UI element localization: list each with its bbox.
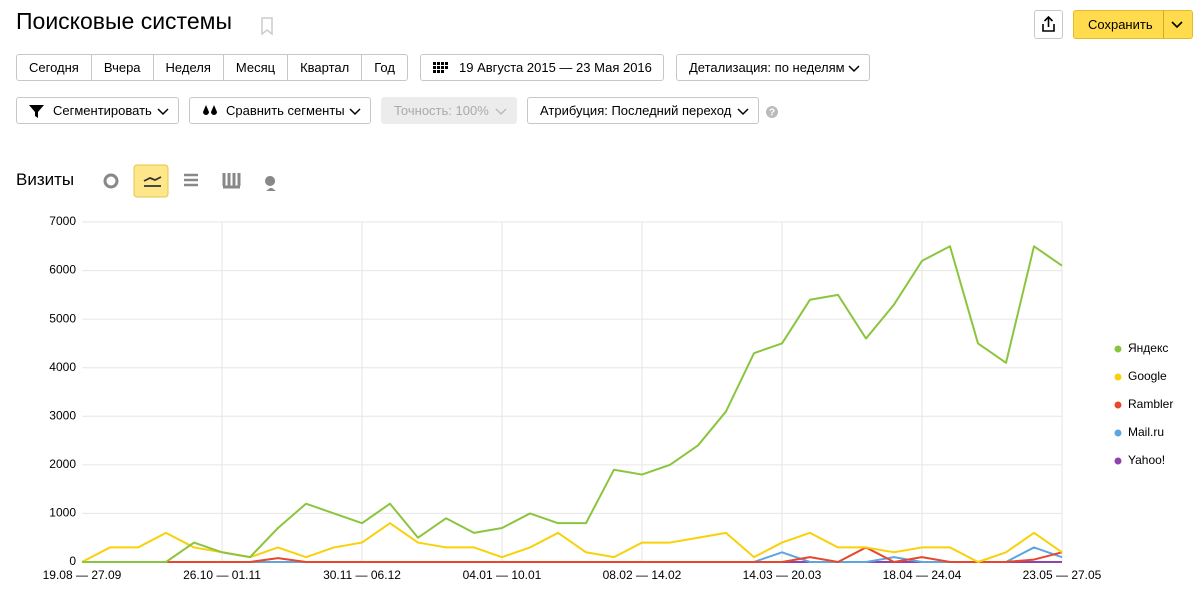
legend-marker [1114, 373, 1122, 381]
y-tick-label: 6000 [49, 263, 76, 277]
x-tick-label: 14.03 — 20.03 [743, 568, 822, 582]
map-icon[interactable] [265, 176, 276, 191]
bar-icon[interactable] [222, 173, 241, 189]
y-tick-label: 0 [69, 554, 76, 568]
help-icon[interactable]: ? [765, 105, 779, 119]
x-tick-label: 30.11 — 06.12 [323, 568, 401, 582]
y-tick-label: 2000 [49, 457, 76, 471]
accuracy-label: Точность: 100% [394, 103, 489, 118]
period-button[interactable]: Сегодня [17, 55, 92, 80]
page-title: Поисковые системы [16, 8, 232, 34]
legend-marker [1114, 457, 1122, 465]
save-button[interactable]: Сохранить [1073, 10, 1193, 39]
y-tick-label: 7000 [49, 214, 76, 228]
line-icon-active[interactable] [133, 164, 169, 198]
series-line [81, 522, 1063, 563]
attribution-label: Атрибуция: Последний переход [540, 103, 732, 118]
segment-button[interactable]: Сегментировать [16, 97, 179, 124]
bookmark-icon[interactable] [260, 16, 274, 36]
legend-label: Google [1128, 369, 1167, 383]
series-line [82, 245, 1063, 563]
x-tick-label: 04.01 — 10.01 [463, 568, 542, 582]
svg-text:?: ? [769, 108, 775, 119]
series-line [82, 546, 1063, 563]
date-range-button[interactable]: 19 Августа 2015 — 23 Мая 2016 [420, 54, 664, 81]
x-tick-label: 23.05 — 27.05 [1023, 568, 1102, 582]
legend-label: Rambler [1128, 397, 1173, 411]
area-icon[interactable] [184, 173, 198, 187]
period-button[interactable]: Неделя [154, 55, 224, 80]
legend-label: Яндекс [1128, 341, 1168, 355]
legend-label: Mail.ru [1128, 425, 1164, 439]
y-tick-label: 4000 [49, 360, 76, 374]
date-range: 19 Августа 2015 — 23 Мая 2016 [459, 60, 652, 75]
x-tick-label: 18.04 — 24.04 [883, 568, 962, 582]
save-label: Сохранить [1088, 17, 1153, 32]
chart-type-switcher [103, 164, 276, 198]
detail-label: Детализация: по неделям [689, 60, 845, 75]
x-tick-label: 19.08 — 27.09 [43, 568, 122, 582]
chart-title: Визиты [16, 170, 75, 189]
y-tick-label: 1000 [49, 506, 76, 520]
legend-marker [1114, 429, 1122, 437]
period-button[interactable]: Год [374, 60, 395, 75]
chart: 0 1000 2000 3000 4000 5000 6000 7000 19.08 — 27.… [43, 214, 1174, 582]
detail-button[interactable]: Детализация: по неделям [676, 54, 870, 81]
compare-label: Сравнить сегменты [226, 103, 345, 118]
legend-label: Yahoo! [1128, 453, 1165, 467]
legend-marker [1114, 401, 1122, 409]
period-group: Сегодня Вчера Неделя Месяц Квартал Год [16, 54, 408, 81]
accuracy-button: Точность: 100% [381, 97, 517, 124]
x-tick-label: 26.10 — 01.11 [183, 568, 261, 582]
period-button[interactable]: Месяц [224, 55, 289, 80]
pie-icon[interactable] [103, 173, 119, 189]
legend-marker [1114, 345, 1122, 353]
period-button[interactable]: Квартал [288, 55, 363, 80]
segment-label: Сегментировать [53, 103, 152, 118]
period-button[interactable]: Вчера [92, 55, 154, 80]
compare-button[interactable]: Сравнить сегменты [189, 97, 371, 124]
attribution-button[interactable]: Атрибуция: Последний переход [527, 97, 759, 124]
share-button[interactable] [1034, 10, 1063, 39]
y-tick-label: 5000 [49, 311, 76, 325]
y-tick-label: 3000 [49, 408, 76, 422]
x-tick-label: 08.02 — 14.02 [603, 568, 682, 582]
